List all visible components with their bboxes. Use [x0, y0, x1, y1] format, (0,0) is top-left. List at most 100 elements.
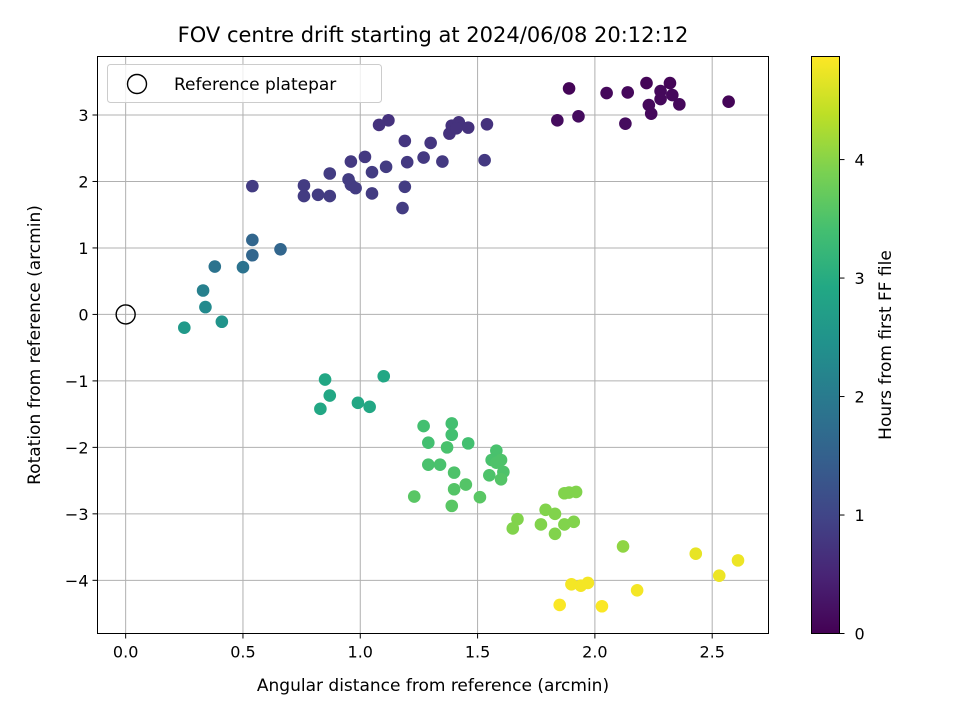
y-tick-label: −4	[65, 571, 89, 590]
data-point	[663, 76, 677, 90]
data-point	[424, 136, 437, 150]
data-point	[480, 118, 494, 131]
data-point	[569, 485, 583, 499]
data-point	[478, 153, 491, 167]
data-point	[314, 402, 327, 416]
data-point	[461, 121, 475, 134]
data-point	[548, 527, 562, 541]
data-point	[196, 284, 210, 297]
data-point	[178, 321, 191, 335]
data-point	[311, 188, 325, 202]
data-point	[274, 242, 287, 256]
data-point	[572, 110, 585, 123]
data-point	[199, 300, 212, 314]
x-axis-label: Angular distance from reference (arcmin)	[257, 676, 609, 696]
legend-label: Reference platepar	[174, 75, 336, 95]
y-tick-label: 3	[78, 106, 88, 125]
x-tick-label: 2.5	[699, 643, 724, 662]
data-point	[450, 121, 463, 135]
data-point	[473, 490, 487, 504]
colorbar-tick-label: 3	[855, 269, 865, 288]
data-point	[548, 507, 562, 521]
data-point	[534, 518, 548, 531]
data-point	[236, 260, 250, 274]
data-point	[567, 515, 581, 529]
colorbar-tick-label: 1	[855, 506, 865, 525]
data-point	[445, 428, 459, 442]
reference-marker	[115, 304, 136, 325]
data-point	[461, 437, 475, 450]
data-point	[323, 389, 337, 402]
data-point	[246, 233, 259, 247]
data-point	[433, 458, 447, 471]
data-point	[215, 315, 229, 329]
data-point	[208, 260, 222, 273]
data-point	[407, 490, 421, 503]
data-point	[640, 76, 653, 90]
data-point	[323, 189, 337, 203]
data-point	[297, 189, 311, 203]
data-point	[616, 540, 630, 553]
data-point	[565, 578, 578, 591]
data-point	[447, 466, 461, 479]
data-point	[417, 419, 430, 433]
x-axis-ticks: 0.0 0.5 1.0 1.5 2.0 2.5	[113, 633, 725, 662]
y-tick-label: 2	[78, 172, 88, 191]
x-tick-label: 2.0	[582, 643, 607, 662]
data-point	[422, 436, 435, 450]
data-point	[644, 107, 658, 120]
reference-platepar	[115, 304, 136, 325]
data-point	[562, 82, 576, 95]
colorbar-tick-label: 4	[855, 151, 865, 170]
x-tick-label: 0.0	[113, 643, 138, 662]
y-tick-label: −2	[65, 438, 89, 457]
data-point	[372, 118, 386, 132]
data-point	[483, 468, 496, 482]
data-point	[417, 151, 430, 164]
data-point	[630, 583, 644, 597]
y-tick-label: −3	[65, 505, 89, 524]
data-point	[511, 512, 524, 526]
data-point	[318, 373, 332, 386]
data-point	[722, 95, 735, 109]
data-point	[400, 155, 414, 169]
colorbar: 0 1 2 3 4 Hours from first FF file	[811, 56, 896, 644]
data-point	[445, 417, 459, 430]
legend: Reference platepar	[107, 64, 382, 103]
data-point	[344, 155, 358, 168]
data-point	[377, 369, 391, 383]
data-point	[447, 482, 461, 496]
colorbar-label: Hours from first FF file	[876, 250, 896, 440]
data-point	[440, 441, 454, 454]
data-point	[396, 201, 409, 215]
y-tick-label: 1	[78, 239, 88, 258]
legend-box	[107, 64, 382, 103]
data-point	[323, 167, 337, 180]
data-point	[363, 400, 376, 414]
data-point	[506, 522, 520, 535]
data-point	[490, 444, 503, 457]
data-point	[246, 179, 259, 193]
data-point	[654, 92, 667, 106]
colorbar-tick-label: 0	[855, 625, 865, 644]
data-point	[731, 554, 745, 567]
data-point	[246, 248, 259, 262]
data-point	[365, 165, 379, 179]
data-point	[712, 569, 726, 582]
data-points	[178, 76, 745, 613]
colorbar-ticks: 0 1 2 3 4	[839, 151, 865, 644]
data-point	[459, 478, 473, 491]
y-tick-label: −1	[65, 372, 89, 391]
data-point	[398, 180, 412, 194]
data-point	[621, 86, 635, 99]
x-tick-label: 1.5	[465, 643, 490, 662]
data-point	[445, 499, 459, 513]
data-point	[351, 396, 365, 410]
data-point	[379, 160, 393, 174]
y-tick-label: 0	[78, 305, 88, 324]
data-point	[553, 598, 566, 612]
x-tick-label: 1.0	[348, 643, 373, 662]
data-point	[382, 114, 395, 127]
data-point	[673, 98, 686, 111]
